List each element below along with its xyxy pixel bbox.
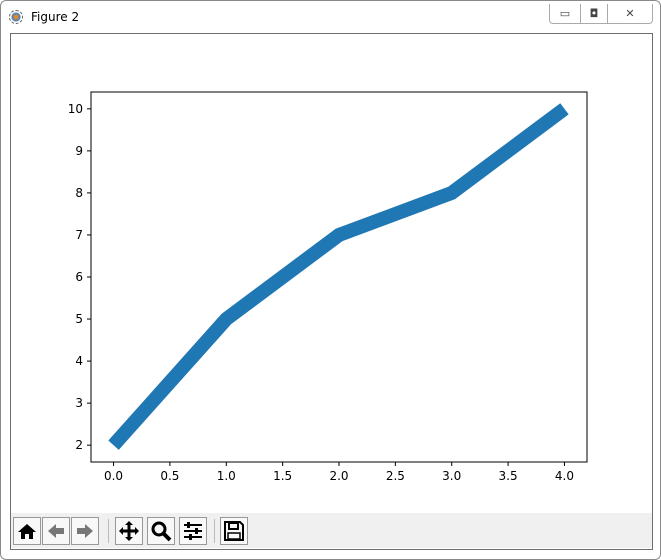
window-title: Figure 2 bbox=[31, 10, 80, 24]
y-tick-label: 6 bbox=[75, 270, 83, 284]
series-line bbox=[108, 103, 569, 450]
y-tick-label: 9 bbox=[75, 144, 83, 158]
close-icon: ✕ bbox=[625, 7, 635, 20]
line-chart: 0.0 0.5 1.0 1.5 2.0 2.5 3.0 3.5 4.0 2 3 4 5 6 7 8 9 10 bbox=[68, 91, 588, 483]
restore-icon: ◘ bbox=[589, 7, 599, 20]
y-tick-label: 5 bbox=[75, 312, 83, 326]
figure-canvas[interactable]: 0.0 0.5 1.0 1.5 2.0 2.5 3.0 3.5 4.0 2 3 4 5 6 7 8 9 10 bbox=[10, 33, 653, 550]
x-tick-label: 0.5 bbox=[160, 469, 179, 483]
save-button[interactable] bbox=[220, 517, 248, 545]
x-tick-label: 3.0 bbox=[442, 469, 461, 483]
restore-button[interactable]: ◘ bbox=[581, 4, 608, 23]
back-button[interactable] bbox=[42, 517, 70, 545]
navigation-toolbar bbox=[11, 513, 652, 548]
close-button[interactable]: ✕ bbox=[608, 4, 652, 23]
x-tick-label: 0.0 bbox=[104, 469, 123, 483]
zoom-button[interactable] bbox=[147, 517, 175, 545]
arrow-left-icon bbox=[48, 524, 64, 538]
sliders-icon bbox=[184, 522, 202, 540]
pan-button[interactable] bbox=[115, 517, 143, 545]
y-tick-label: 4 bbox=[75, 354, 83, 368]
home-button[interactable] bbox=[13, 517, 41, 545]
arrow-right-icon bbox=[77, 524, 93, 538]
move-icon bbox=[119, 521, 139, 541]
minimize-icon: ▭ bbox=[559, 7, 571, 20]
title-bar[interactable]: Figure 2 ▭ ◘ ✕ bbox=[1, 1, 660, 31]
y-tick-label: 7 bbox=[75, 228, 83, 242]
x-tick-label: 1.5 bbox=[273, 469, 292, 483]
x-tick-label: 4.0 bbox=[555, 469, 574, 483]
magnifier-icon bbox=[151, 521, 172, 542]
toolbar-separator bbox=[214, 519, 215, 543]
toolbar-separator bbox=[108, 519, 109, 543]
configure-subplots-button[interactable] bbox=[179, 517, 207, 545]
y-tick-label: 3 bbox=[75, 396, 83, 410]
x-tick-label: 2.5 bbox=[386, 469, 405, 483]
y-tick-label: 10 bbox=[68, 102, 83, 116]
x-tick-label: 2.0 bbox=[329, 469, 348, 483]
matplotlib-app-icon bbox=[9, 10, 23, 24]
y-tick-label: 8 bbox=[75, 186, 83, 200]
x-tick-label: 3.5 bbox=[499, 469, 518, 483]
x-tick-label: 1.0 bbox=[217, 469, 236, 483]
home-icon bbox=[18, 524, 36, 539]
floppy-disk-icon bbox=[224, 521, 244, 541]
forward-button[interactable] bbox=[71, 517, 99, 545]
y-tick-label: 2 bbox=[75, 438, 83, 452]
minimize-button[interactable]: ▭ bbox=[550, 4, 581, 23]
